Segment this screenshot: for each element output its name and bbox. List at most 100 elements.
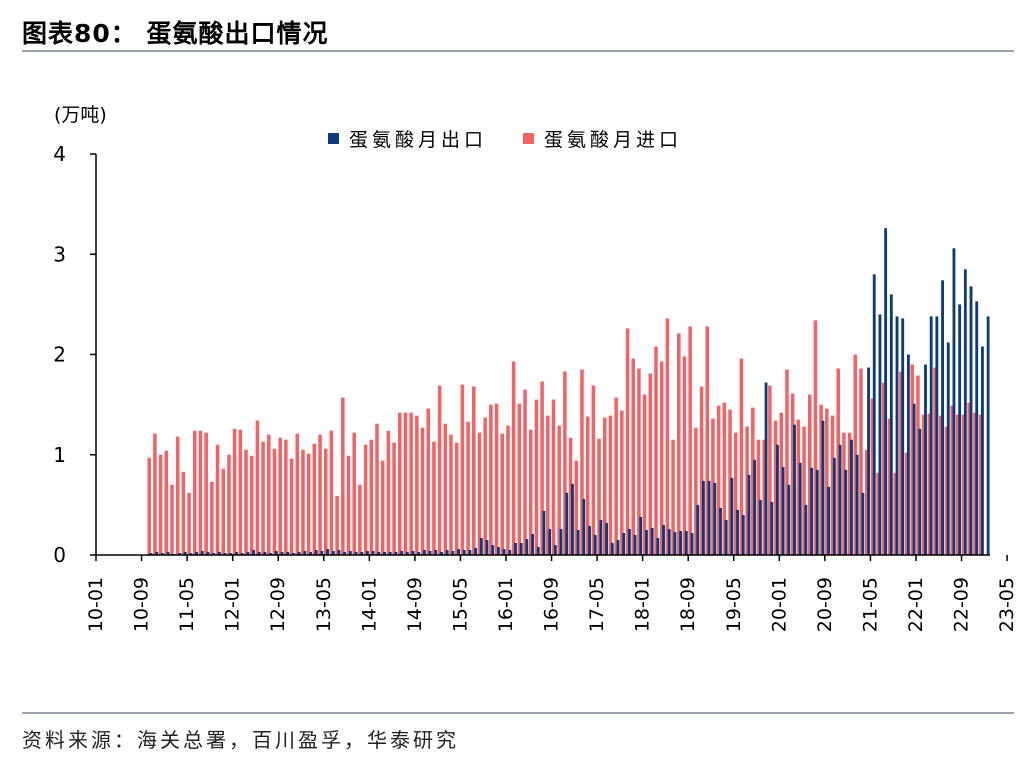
- legend-label-export: 蛋氨酸月出口: [349, 129, 488, 151]
- bar-import-71: [500, 433, 505, 555]
- bar-import-148: [938, 415, 943, 555]
- bar-export-131: [844, 469, 848, 555]
- bar-import-62: [449, 434, 453, 555]
- bar-export-155: [981, 346, 984, 555]
- bar-export-103: [684, 530, 688, 555]
- bar-import-89: [602, 417, 607, 555]
- bar-export-128: [827, 486, 831, 555]
- bar-export-25: [240, 553, 244, 555]
- bar-export-58: [428, 550, 432, 555]
- bar-export-109: [719, 507, 722, 555]
- bar-import-100: [665, 318, 670, 555]
- x-tick-label-19: 22-09: [951, 577, 973, 632]
- bar-export-14: [178, 553, 181, 555]
- bar-import-31: [272, 448, 277, 555]
- bar-export-104: [690, 532, 694, 555]
- bar-export-34: [292, 553, 295, 555]
- bar-import-150: [950, 405, 954, 555]
- bar-export-137: [878, 314, 882, 555]
- bar-import-115: [751, 407, 755, 555]
- bar-import-98: [654, 346, 658, 555]
- bar-export-89: [605, 522, 609, 555]
- bar-import-133: [853, 354, 858, 555]
- bar-import-87: [591, 385, 596, 555]
- bar-import-30: [267, 434, 271, 555]
- bar-import-32: [278, 437, 282, 555]
- bar-export-61: [445, 549, 449, 555]
- bar-export-95: [639, 516, 643, 555]
- bar-import-46: [358, 484, 362, 555]
- bar-import-12: [164, 450, 169, 555]
- bar-import-145: [921, 414, 926, 555]
- bar-export-52: [394, 551, 398, 555]
- bar-import-84: [574, 460, 579, 555]
- bar-export-116: [758, 499, 762, 555]
- bar-import-43: [341, 397, 345, 555]
- bar-import-95: [637, 368, 641, 555]
- bar-import-49: [375, 423, 379, 555]
- bar-export-153: [969, 286, 973, 555]
- bar-export-77: [536, 546, 540, 555]
- bar-export-145: [924, 364, 927, 555]
- bar-export-102: [679, 530, 683, 555]
- bar-export-115: [753, 459, 757, 555]
- bottom-divider: [22, 712, 1014, 714]
- bar-export-48: [371, 550, 375, 555]
- bar-export-150: [952, 248, 956, 556]
- bar-export-152: [963, 269, 967, 555]
- bar-export-63: [457, 548, 460, 555]
- bar-export-36: [303, 550, 307, 555]
- bar-export-79: [548, 528, 552, 555]
- bar-import-111: [728, 409, 732, 555]
- bar-export-141: [901, 318, 905, 555]
- bar-import-26: [244, 449, 248, 555]
- bar-export-76: [531, 533, 535, 555]
- x-tick-label-17: 21-05: [859, 577, 881, 632]
- bar-export-140: [895, 316, 899, 555]
- bar-export-26: [246, 551, 250, 555]
- bar-export-19: [206, 551, 210, 555]
- bar-export-154: [975, 301, 979, 555]
- top-divider: [22, 50, 1014, 52]
- bar-export-37: [309, 551, 312, 555]
- bar-import-96: [642, 394, 647, 555]
- bar-import-70: [494, 403, 499, 555]
- x-tick-label-10: 16-09: [541, 577, 563, 632]
- bar-export-18: [200, 550, 204, 555]
- bar-export-122: [793, 424, 796, 555]
- bar-import-11: [158, 454, 163, 555]
- bar-export-12: [166, 551, 170, 555]
- bar-export-81: [559, 528, 563, 555]
- bar-export-11: [161, 553, 164, 555]
- bar-import-155: [978, 414, 983, 555]
- bar-export-50: [383, 551, 386, 555]
- bar-import-94: [631, 358, 635, 555]
- bar-export-121: [787, 484, 791, 555]
- bar-import-91: [614, 397, 618, 555]
- bar-export-132: [850, 439, 853, 555]
- bar-export-136: [872, 274, 876, 555]
- bar-import-120: [779, 412, 784, 555]
- x-tick-label-6: 14-01: [358, 577, 380, 632]
- bar-export-39: [320, 550, 324, 555]
- bar-import-53: [398, 412, 402, 555]
- bar-import-106: [699, 386, 704, 555]
- bar-export-134: [861, 492, 865, 555]
- bar-export-101: [673, 531, 677, 555]
- bar-import-132: [847, 432, 852, 555]
- bar-export-148: [941, 280, 944, 555]
- bar-import-15: [181, 471, 186, 555]
- bar-import-134: [859, 368, 863, 555]
- bar-import-42: [335, 495, 339, 555]
- bar-export-10: [155, 551, 159, 555]
- bar-export-87: [593, 534, 597, 555]
- bar-export-17: [195, 551, 199, 555]
- bar-import-14: [175, 436, 180, 555]
- bar-export-105: [696, 504, 700, 556]
- bar-export-142: [906, 354, 910, 555]
- bar-import-48: [369, 439, 374, 555]
- bar-import-99: [659, 361, 664, 555]
- bar-export-56: [417, 551, 421, 555]
- bar-export-32: [280, 551, 284, 555]
- bar-export-143: [912, 403, 916, 555]
